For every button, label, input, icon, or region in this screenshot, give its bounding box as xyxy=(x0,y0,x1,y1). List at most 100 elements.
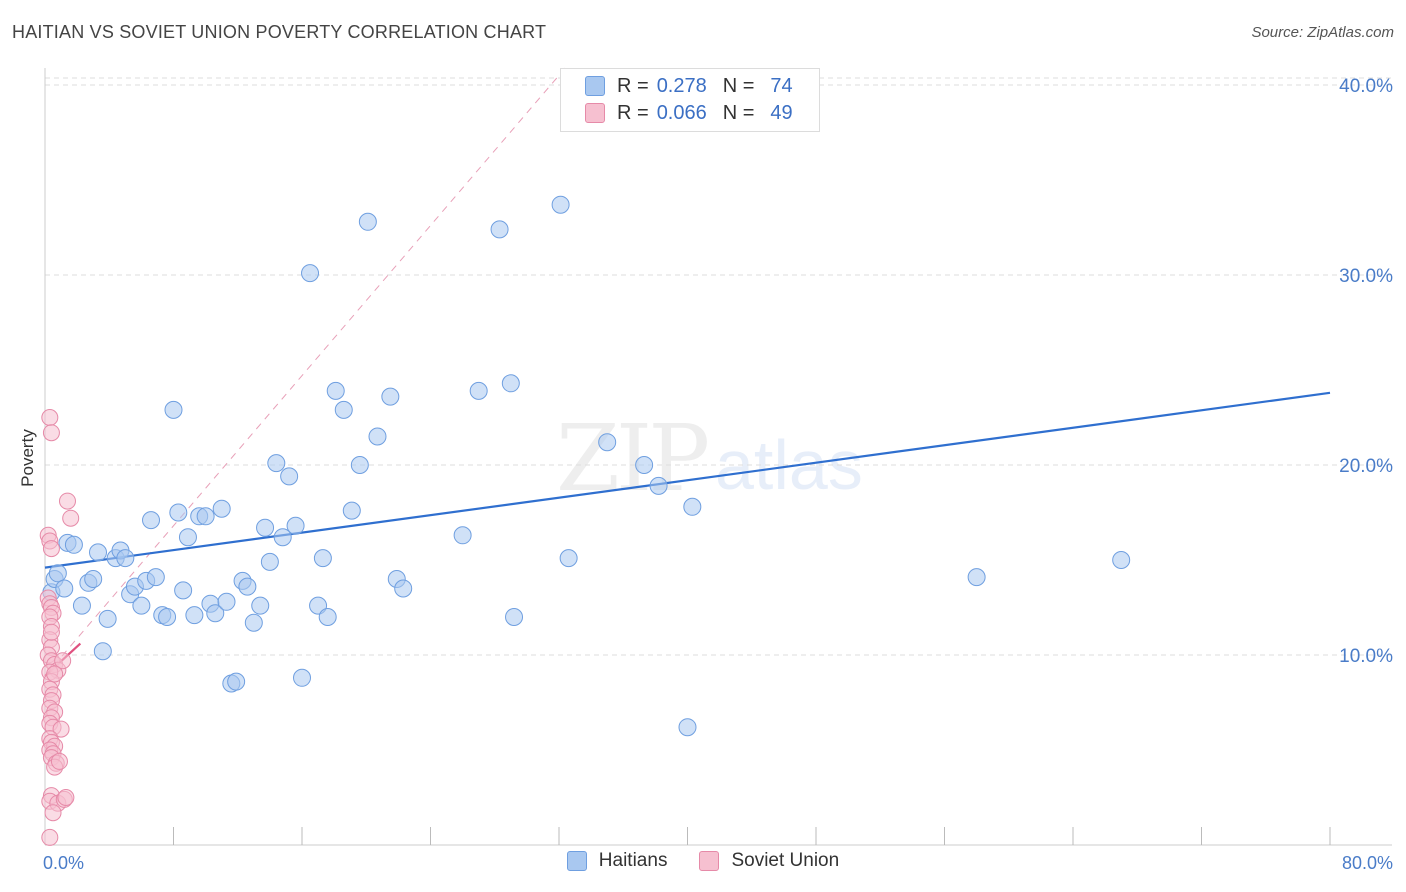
haitians-point xyxy=(48,564,67,583)
haitians-point xyxy=(212,499,231,518)
haitians-point xyxy=(256,518,275,537)
haitians-point xyxy=(334,400,353,419)
haitians-point xyxy=(116,549,135,568)
haitians-point xyxy=(98,609,117,628)
soviet-union-point xyxy=(52,720,70,738)
haitians-trend-line xyxy=(44,391,1331,569)
haitians-point xyxy=(286,516,305,535)
haitians-point xyxy=(260,552,279,571)
x-tick-label: 80.0% xyxy=(1342,853,1393,873)
haitians-point xyxy=(84,570,103,588)
n-value: 74 xyxy=(770,74,793,97)
haitians-point xyxy=(326,381,345,400)
legend-item-haitians[interactable]: Haitians xyxy=(566,850,667,872)
chart-source: Source: ZipAtlas.com xyxy=(1251,24,1394,41)
label-layer: 10.0% 20.0% 30.0% 40.0% 0.0% 80.0% Poverty xyxy=(18,76,1393,873)
soviet-union-point xyxy=(54,652,72,670)
haitians-point xyxy=(185,606,204,625)
soviet-union-point xyxy=(58,492,76,510)
haitians-point xyxy=(267,454,286,473)
legend-label: Soviet Union xyxy=(731,850,840,871)
soviet-union-point xyxy=(44,804,62,822)
haitians-point xyxy=(251,596,270,615)
haitians-point xyxy=(142,511,161,530)
haitians-point xyxy=(505,608,524,626)
haitians-point xyxy=(683,497,702,516)
haitians-point xyxy=(598,433,617,452)
r-label: R = xyxy=(617,74,649,97)
haitians-point xyxy=(273,528,292,547)
haitians-point xyxy=(1112,551,1131,569)
soviet-union-swatch xyxy=(585,103,605,123)
n-label: N = xyxy=(722,101,755,124)
haitians-point xyxy=(206,604,225,623)
haitians-point xyxy=(244,613,263,632)
haitians-point xyxy=(551,195,570,214)
haitians-point xyxy=(164,400,183,419)
y-tick-label: 20.0% xyxy=(1339,456,1393,477)
haitians-swatch xyxy=(566,851,587,871)
series-legend: Haitians Soviet Union xyxy=(0,850,1406,872)
haitians-point xyxy=(93,642,112,661)
haitians-point xyxy=(313,549,332,568)
soviet-union-point xyxy=(41,828,59,846)
haitians-point xyxy=(64,535,83,554)
haitians-point xyxy=(196,507,215,526)
haitians-point xyxy=(280,467,299,486)
haitians-point xyxy=(678,718,697,737)
legend-row-haitians: R = 0.278 N = 74 xyxy=(585,73,793,99)
haitians-point xyxy=(649,476,668,495)
point-layer xyxy=(39,195,1131,846)
soviet-union-point xyxy=(62,509,80,527)
y-axis-label: Poverty xyxy=(18,429,37,487)
haitians-point xyxy=(174,581,193,600)
haitians-point xyxy=(293,668,311,687)
haitians-point xyxy=(469,381,488,400)
haitians-swatch xyxy=(585,76,605,96)
x-tick-label: 0.0% xyxy=(43,853,84,873)
soviet-union-point xyxy=(42,424,60,442)
soviet-union-point xyxy=(42,540,60,558)
r-value: 0.278 xyxy=(656,74,707,97)
haitians-point xyxy=(301,264,320,283)
haitians-point xyxy=(238,577,257,596)
correlation-legend: R = 0.278 N = 74 R = 0.066 N = 49 xyxy=(560,68,820,132)
haitians-point xyxy=(358,212,377,231)
soviet-union-point xyxy=(42,623,60,641)
n-value: 49 xyxy=(770,101,793,124)
haitians-point xyxy=(178,528,197,547)
y-tick-label: 30.0% xyxy=(1339,266,1393,287)
soviet-union-point xyxy=(46,665,64,683)
haitians-point xyxy=(55,579,74,598)
haitians-point xyxy=(158,608,177,626)
chart-title: HAITIAN VS SOVIET UNION POVERTY CORRELAT… xyxy=(12,22,547,42)
y-tick-label: 10.0% xyxy=(1339,646,1393,667)
soviet-union-point xyxy=(41,409,59,426)
haitians-point xyxy=(635,456,654,474)
haitians-point xyxy=(169,503,188,522)
soviet-union-trend-extended xyxy=(44,65,568,677)
grid-layer xyxy=(45,77,1392,656)
legend-item-soviet-union[interactable]: Soviet Union xyxy=(699,850,839,872)
haitians-point xyxy=(227,672,246,691)
haitians-point xyxy=(318,608,337,626)
haitians-point xyxy=(381,387,400,406)
soviet-union-point xyxy=(50,752,68,770)
y-tick-label: 40.0% xyxy=(1339,76,1393,97)
n-label: N = xyxy=(722,74,755,97)
haitians-point xyxy=(501,374,520,393)
legend-row-soviet-union: R = 0.066 N = 49 xyxy=(585,100,793,126)
haitians-point xyxy=(146,568,165,587)
haitians-point xyxy=(559,549,578,568)
haitians-point xyxy=(72,596,91,615)
haitians-point xyxy=(967,568,986,587)
haitians-point xyxy=(217,592,236,611)
axis-layer xyxy=(44,68,1392,846)
r-label: R = xyxy=(617,101,649,124)
soviet-union-swatch xyxy=(699,851,720,871)
haitians-point xyxy=(132,596,151,615)
haitians-point xyxy=(350,456,369,474)
haitians-point xyxy=(368,427,387,446)
haitians-point xyxy=(342,501,361,520)
